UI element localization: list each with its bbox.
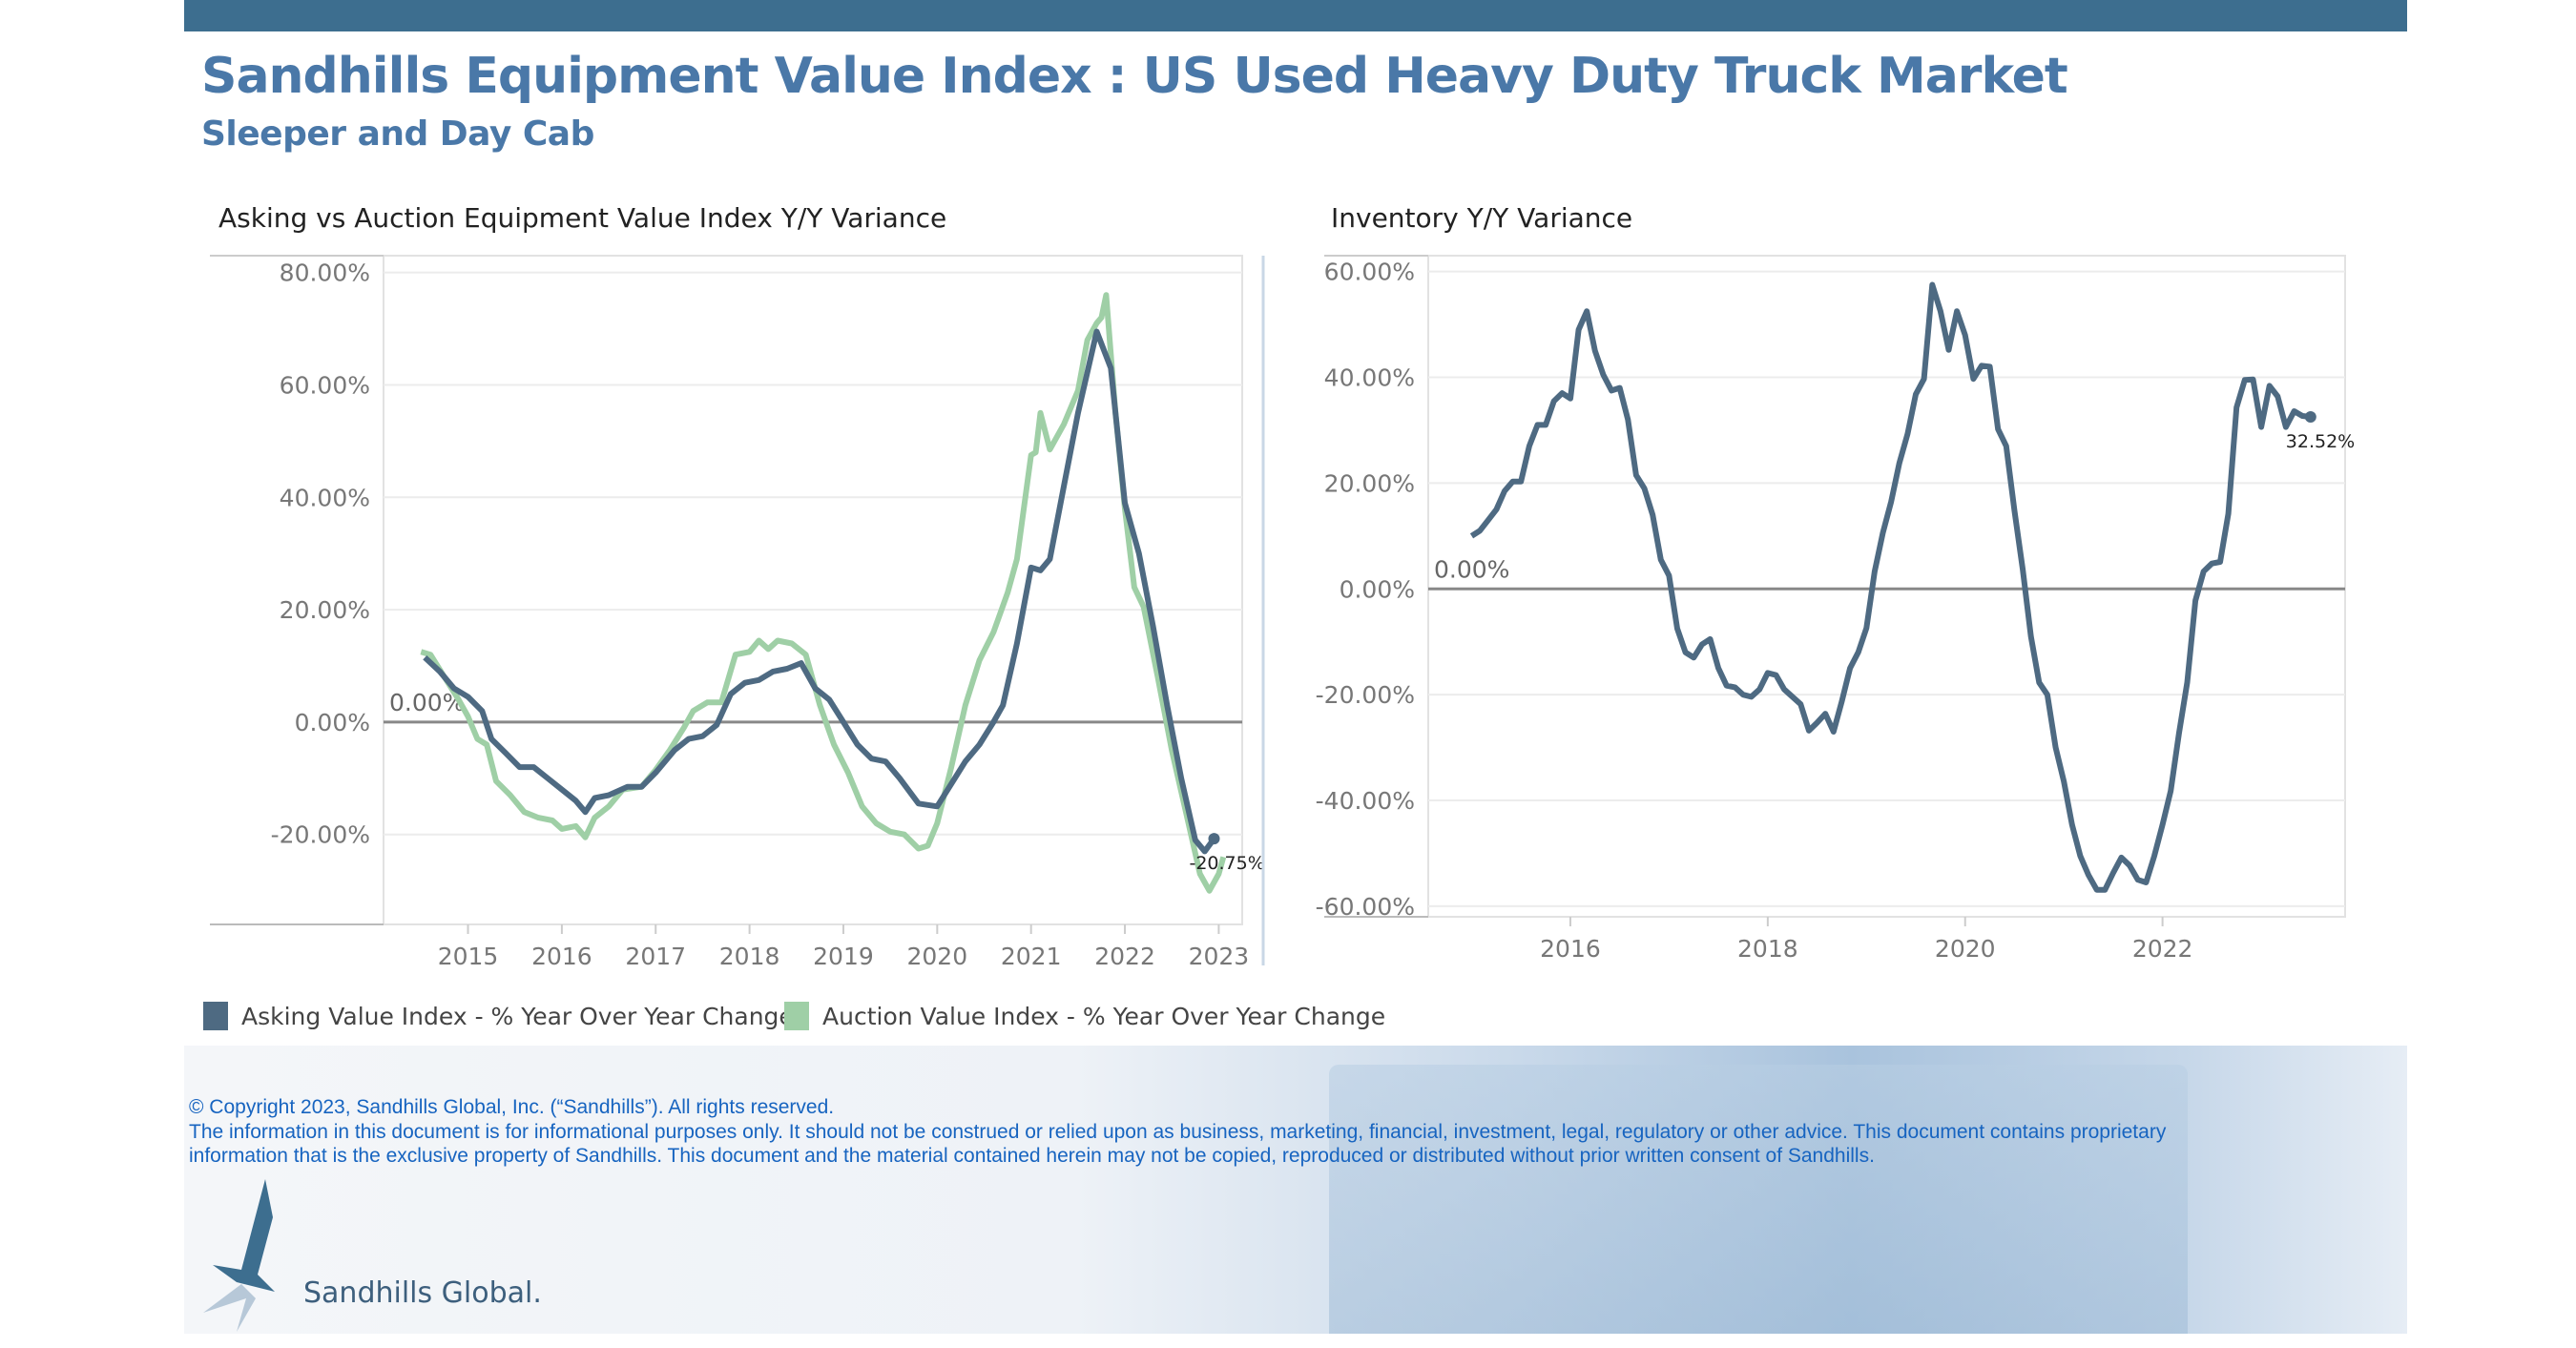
x-tick-label: 2018 bbox=[1737, 935, 1798, 963]
plot-frame bbox=[1427, 255, 2346, 918]
legend-item-auction: Auction Value Index - % Year Over Year C… bbox=[784, 1002, 1385, 1030]
plot-frame bbox=[383, 255, 1243, 925]
y-tick-label: 0.00% bbox=[1340, 575, 1415, 603]
header-bar bbox=[184, 0, 2407, 31]
x-tick-label: 2022 bbox=[1094, 943, 1155, 970]
x-tick-label: 2022 bbox=[2132, 935, 2193, 963]
legend-swatch-asking bbox=[203, 1002, 228, 1030]
legend-label-auction: Auction Value Index - % Year Over Year C… bbox=[822, 1002, 1386, 1030]
y-tick-label: 60.00% bbox=[1324, 259, 1415, 286]
asking-series-line bbox=[423, 328, 1216, 855]
page-subtitle: Sleeper and Day Cab bbox=[201, 114, 594, 154]
x-tick-label: 2018 bbox=[719, 943, 780, 970]
end-value-label: -20.75% bbox=[1189, 853, 1264, 874]
x-tick-label: 2023 bbox=[1189, 943, 1250, 970]
y-tick-label: 40.00% bbox=[280, 484, 370, 511]
y-tick-label: 20.00% bbox=[280, 596, 370, 624]
y-tick-label: 80.00% bbox=[280, 259, 370, 287]
disclaimer-line-1: The information in this document is for … bbox=[189, 1121, 2167, 1143]
x-tick-label: 2015 bbox=[438, 943, 499, 970]
inventory-chart: 60.00% 40.00% 20.00% 0.00% -20.00% -40.00% -60… bbox=[1316, 255, 2355, 963]
y-tick-label: 20.00% bbox=[1324, 469, 1415, 497]
end-value-label: 32.52% bbox=[2286, 431, 2355, 452]
legend-item-asking: Asking Value Index - % Year Over Year Ch… bbox=[203, 1002, 794, 1030]
x-tick-label: 2016 bbox=[1540, 935, 1601, 963]
logo-text: Sandhills Global. bbox=[303, 1276, 542, 1310]
auction-series-line bbox=[420, 292, 1227, 894]
y-tick-label: 40.00% bbox=[1324, 364, 1415, 392]
charts-svg: 80.00% 60.00% 40.00% 20.00% 0.00% -20.00% 2015… bbox=[210, 255, 2355, 970]
disclaimer-line-2: information that is the exclusive proper… bbox=[189, 1145, 1875, 1167]
x-tick-label: 2020 bbox=[1935, 935, 1996, 963]
y-tick-label: 60.00% bbox=[280, 371, 370, 399]
legend-label-asking: Asking Value Index - % Year Over Year Ch… bbox=[241, 1002, 794, 1030]
x-tick-label: 2021 bbox=[1001, 943, 1062, 970]
end-point-marker bbox=[2304, 410, 2316, 423]
crane-logo-icon bbox=[203, 1179, 275, 1332]
chart-title-asking-auction: Asking vs Auction Equipment Value Index … bbox=[218, 202, 947, 234]
x-tick-label: 2020 bbox=[907, 943, 968, 970]
legend-swatch-auction bbox=[784, 1002, 809, 1030]
inventory-series-line bbox=[1469, 281, 2312, 893]
y-tick-label: -20.00% bbox=[1316, 681, 1415, 709]
y-tick-label: -20.00% bbox=[271, 821, 370, 849]
truck-image bbox=[1329, 1065, 2188, 1334]
y-tick-label: 0.00% bbox=[295, 709, 370, 736]
chart-title-inventory: Inventory Y/Y Variance bbox=[1331, 202, 1633, 234]
x-tick-label: 2019 bbox=[813, 943, 874, 970]
y-tick-label: -60.00% bbox=[1316, 893, 1415, 921]
end-point-marker bbox=[1208, 833, 1220, 845]
copyright-text: © Copyright 2023, Sandhills Global, Inc.… bbox=[189, 1096, 835, 1118]
x-tick-label: 2017 bbox=[625, 943, 686, 970]
asking-auction-chart: 80.00% 60.00% 40.00% 20.00% 0.00% -20.00% 2015… bbox=[210, 255, 1265, 970]
x-tick-label: 2016 bbox=[531, 943, 592, 970]
y-tick-label: -40.00% bbox=[1316, 787, 1415, 815]
zero-reference-label: 0.00% bbox=[1434, 555, 1509, 583]
footer-banner: © Copyright 2023, Sandhills Global, Inc.… bbox=[184, 1046, 2407, 1334]
page-title: Sandhills Equipment Value Index : US Use… bbox=[201, 48, 2068, 105]
